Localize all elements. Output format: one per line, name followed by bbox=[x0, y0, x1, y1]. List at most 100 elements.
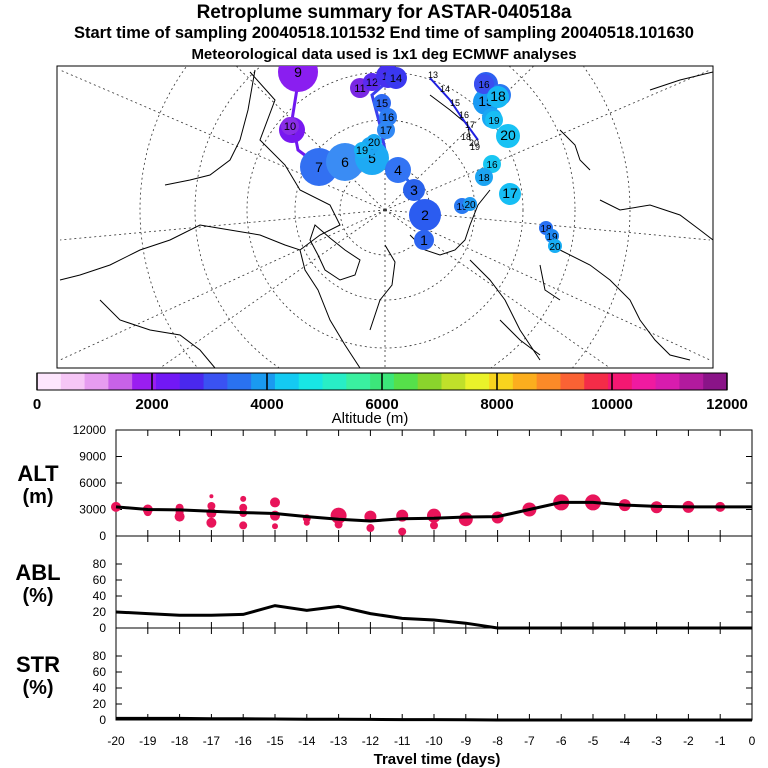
scatter-point bbox=[366, 524, 375, 533]
colorbar-cell bbox=[560, 373, 585, 390]
panel-unit: (m) bbox=[22, 486, 53, 508]
plume-mid: 1011121314151617181920 bbox=[281, 66, 407, 158]
plume-circle bbox=[373, 94, 391, 112]
scatter-point bbox=[240, 495, 247, 502]
y-tick-label: 0 bbox=[99, 621, 106, 635]
plume-day-label: 14 bbox=[390, 73, 402, 85]
colorbar-cell bbox=[251, 373, 276, 390]
plume-day-label: 4 bbox=[394, 162, 402, 178]
scatter-point bbox=[272, 523, 278, 530]
x-tick-label: -7 bbox=[524, 734, 535, 748]
scatter-point bbox=[427, 508, 441, 523]
plume-day-label: 15 bbox=[376, 98, 388, 110]
colorbar-cell bbox=[703, 373, 728, 390]
plume-circle bbox=[487, 86, 509, 108]
scatter-point bbox=[174, 511, 185, 522]
plume-circle bbox=[475, 168, 493, 186]
panel-unit: (%) bbox=[22, 677, 53, 699]
plume-day-label: 12 bbox=[366, 77, 378, 89]
colorbar-cell bbox=[298, 373, 324, 390]
colorbar-cell bbox=[274, 373, 300, 390]
plume-day-label: 17 bbox=[380, 125, 392, 137]
colorbar-tick-label: 10000 bbox=[591, 396, 633, 413]
x-axis: -20 -19 -18 -17 -16 -15 -14 -13 -12 -11 -10 -9 -8 -7-… bbox=[107, 734, 755, 748]
plume-day-label: 16 bbox=[486, 160, 498, 171]
plume-circle bbox=[281, 117, 299, 135]
plume-day-label: 10 bbox=[284, 121, 296, 133]
colorbar-cell bbox=[465, 373, 490, 390]
colorbar-cell bbox=[84, 373, 109, 390]
colorbar-cell bbox=[322, 373, 347, 390]
figure-title: Retroplume summary for ASTAR-040518a bbox=[196, 2, 572, 23]
plume-circle bbox=[496, 124, 520, 148]
track-day-label: 18 bbox=[461, 132, 471, 142]
y-tick-label: 40 bbox=[93, 681, 107, 695]
meteorological-data-info: Meteorological data used is 1x1 deg ECMW… bbox=[191, 46, 577, 63]
x-tick-label: -20 bbox=[107, 734, 125, 748]
y-tick-label: 12000 bbox=[73, 423, 107, 437]
x-tick-label: -12 bbox=[362, 734, 380, 748]
scatter-point bbox=[270, 497, 280, 508]
plume-circle bbox=[409, 199, 441, 231]
plume-circle bbox=[499, 183, 521, 205]
y-tick-label: 3000 bbox=[79, 503, 106, 517]
colorbar-tick-label: 6000 bbox=[365, 396, 398, 413]
track-day-label: 19 bbox=[470, 142, 480, 152]
series-line bbox=[115, 500, 752, 523]
x-axis-label: Travel time (days) bbox=[374, 751, 501, 768]
colorbar-cell bbox=[584, 373, 609, 390]
plume-right: 13141516171819201617181920181920 bbox=[454, 72, 562, 253]
x-tick-label: -14 bbox=[298, 734, 316, 748]
colorbar-cell bbox=[608, 373, 633, 390]
colorbar-cell bbox=[655, 373, 680, 390]
plume-day-label: 18 bbox=[540, 224, 552, 235]
abl-panel: 0 20 40 60 80 ABL(%) bbox=[15, 535, 753, 635]
x-tick-label: -17 bbox=[203, 734, 221, 748]
y-tick-label: 60 bbox=[93, 665, 107, 679]
coastlines bbox=[59, 69, 713, 368]
x-tick-label: -6 bbox=[556, 734, 567, 748]
plume-circle bbox=[463, 197, 477, 211]
x-tick-label: -19 bbox=[139, 734, 157, 748]
plume-day-label: 18 bbox=[490, 88, 506, 104]
plume-circle bbox=[278, 66, 318, 92]
colorbar-tick-label: 8000 bbox=[480, 396, 513, 413]
colorbar-cell bbox=[512, 373, 538, 390]
track-day-label: 14 bbox=[440, 84, 450, 94]
x-tick-label: -11 bbox=[394, 734, 411, 748]
panel-label: ALT bbox=[17, 461, 59, 486]
y-tick-label: 80 bbox=[93, 649, 107, 663]
y-tick-label: 60 bbox=[93, 573, 107, 587]
plume-day-label: 16 bbox=[478, 80, 490, 91]
plume-day-label: 1 bbox=[420, 232, 428, 248]
plume-day-label: 11 bbox=[354, 83, 365, 95]
plume-day-label: 20 bbox=[500, 127, 516, 143]
y-tick-label: 9000 bbox=[79, 450, 106, 464]
colorbar-tick-label: 4000 bbox=[250, 396, 283, 413]
plume-day-label: 9 bbox=[294, 64, 302, 80]
colorbar-cell bbox=[155, 373, 181, 390]
scatter-point bbox=[303, 519, 310, 526]
scatter-point bbox=[398, 527, 407, 536]
y-tick-label: 0 bbox=[99, 713, 106, 727]
colorbar-cell bbox=[179, 373, 205, 390]
x-tick-label: -4 bbox=[619, 734, 630, 748]
track-day-label: 16 bbox=[459, 110, 469, 120]
plume-circle bbox=[385, 67, 407, 89]
plume-day-label: 7 bbox=[315, 159, 323, 175]
alt-panel: 0 3000 6000 9000 12000 ALT(m) bbox=[17, 423, 753, 543]
colorbar-tick-label: 12000 bbox=[706, 396, 748, 413]
plume-day-label: 20 bbox=[464, 200, 476, 211]
colorbar-tick-label: 2000 bbox=[135, 396, 168, 413]
scatter-point bbox=[430, 521, 438, 530]
colorbar-label: Altitude (m) bbox=[332, 410, 409, 427]
x-tick-label: -18 bbox=[171, 734, 189, 748]
plume-circle bbox=[366, 134, 382, 150]
plume-day-label: 19 bbox=[456, 202, 468, 213]
plume-day-label: 6 bbox=[341, 154, 349, 170]
y-tick-label: 20 bbox=[93, 697, 107, 711]
scatter-point bbox=[207, 501, 216, 510]
colorbar-cell bbox=[346, 373, 371, 390]
y-tick-label: 80 bbox=[93, 557, 107, 571]
